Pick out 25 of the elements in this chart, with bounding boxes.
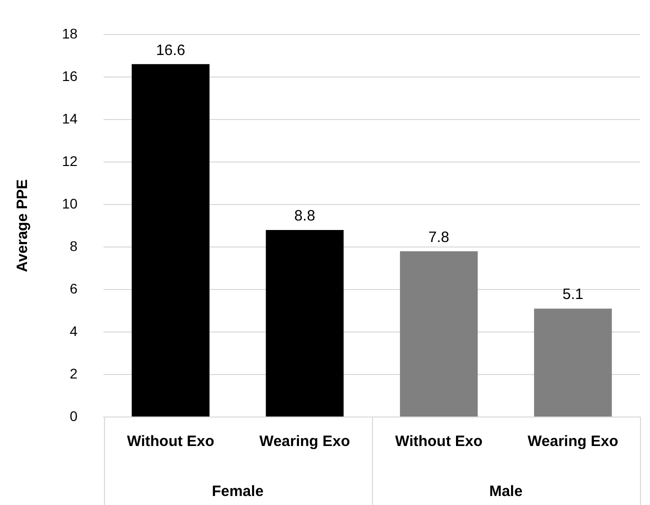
y-tick-label: 16 [62, 68, 78, 84]
bar [132, 64, 210, 416]
x-tick-label: Without Exo [395, 433, 483, 450]
bar [266, 230, 344, 416]
bar [400, 251, 478, 416]
y-tick-label: 6 [70, 280, 78, 296]
y-tick-label: 12 [62, 152, 78, 169]
data-label: 8.8 [294, 208, 316, 225]
bar [534, 308, 612, 416]
data-label: 5.1 [562, 286, 584, 304]
y-tick-label: 18 [62, 25, 78, 42]
data-label: 16.6 [156, 42, 186, 59]
data-label: 7.8 [428, 228, 450, 246]
y-axis-title: Average PPE [14, 179, 32, 272]
y-tick-label: 4 [70, 322, 78, 339]
y-tick-label: 0 [70, 408, 78, 424]
y-tick-label: 2 [70, 365, 78, 382]
y-tick-label: 8 [70, 238, 78, 254]
x-tick-label: Without Exo [126, 433, 214, 450]
x-tick-label: Wearing Exo [528, 433, 618, 450]
x-tick-label: Wearing Exo [259, 433, 350, 450]
y-tick-label: 10 [62, 195, 78, 212]
y-tick-label: 14 [62, 110, 78, 126]
text: Female [212, 483, 264, 500]
text: Male [489, 483, 523, 500]
